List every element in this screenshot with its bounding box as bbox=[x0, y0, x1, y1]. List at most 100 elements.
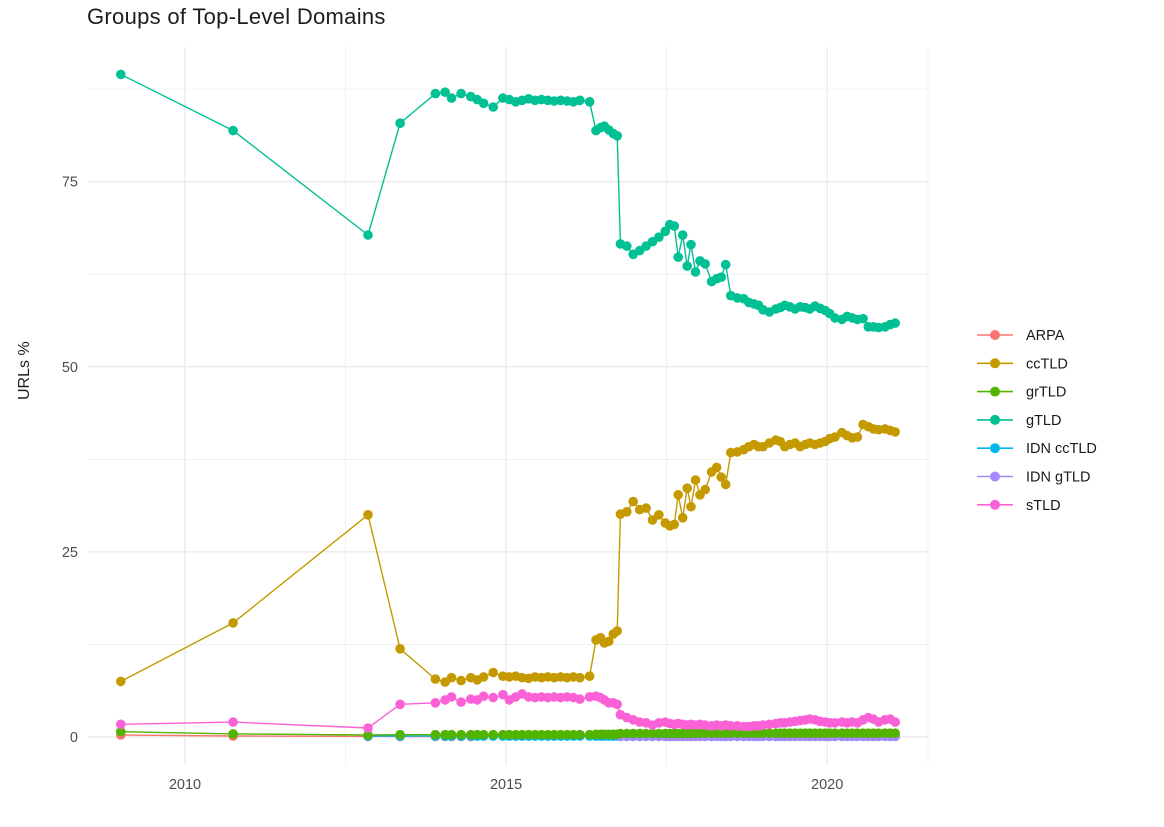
data-point bbox=[228, 717, 238, 727]
data-point bbox=[575, 95, 585, 106]
chart-title: Groups of Top-Level Domains bbox=[87, 4, 386, 29]
legend-key-point bbox=[990, 499, 1000, 510]
data-point bbox=[363, 730, 373, 740]
data-point bbox=[612, 699, 622, 710]
data-point bbox=[363, 230, 373, 240]
data-point bbox=[116, 726, 126, 737]
data-point bbox=[830, 718, 840, 728]
data-point bbox=[654, 232, 664, 242]
data-point bbox=[446, 672, 457, 683]
data-point bbox=[478, 672, 489, 682]
series-cctld bbox=[116, 419, 900, 687]
data-point bbox=[446, 93, 457, 103]
data-point bbox=[890, 427, 900, 437]
legend-key-point bbox=[990, 358, 1000, 369]
x-tick-label: 2020 bbox=[811, 777, 843, 793]
data-point bbox=[641, 503, 651, 513]
legend-label: IDN gTLD bbox=[1026, 470, 1090, 486]
data-point bbox=[628, 496, 638, 507]
y-axis-title: URLs % bbox=[16, 341, 33, 400]
data-point bbox=[456, 697, 466, 707]
data-point bbox=[669, 221, 680, 231]
x-axis-tick-labels: 2010 2015 2020 bbox=[169, 777, 843, 793]
data-point bbox=[584, 97, 595, 107]
data-point bbox=[116, 719, 126, 730]
series-stld bbox=[116, 689, 900, 733]
data-point bbox=[654, 510, 664, 520]
data-point bbox=[430, 729, 441, 740]
legend-key-point bbox=[990, 330, 1000, 340]
grid-minor bbox=[88, 47, 929, 765]
data-point bbox=[228, 729, 238, 739]
data-point bbox=[488, 102, 499, 112]
y-tick-label: 75 bbox=[62, 175, 78, 191]
x-tick-label: 2015 bbox=[490, 777, 522, 793]
x-tick-label: 2010 bbox=[169, 777, 201, 793]
data-point bbox=[228, 618, 238, 628]
data-point bbox=[686, 239, 696, 250]
legend-label: ARPA bbox=[1026, 328, 1065, 344]
data-point bbox=[575, 729, 585, 740]
series-line bbox=[120, 423, 896, 683]
data-point bbox=[690, 267, 701, 277]
data-point bbox=[647, 515, 658, 525]
data-point bbox=[478, 691, 489, 701]
data-point bbox=[612, 131, 622, 141]
data-point bbox=[228, 125, 238, 136]
data-point bbox=[478, 98, 489, 109]
legend-label: gTLD bbox=[1026, 413, 1061, 429]
data-point bbox=[440, 87, 450, 97]
data-point bbox=[116, 676, 126, 687]
data-point bbox=[677, 513, 688, 523]
data-point bbox=[686, 501, 696, 512]
data-point bbox=[720, 479, 731, 490]
data-point bbox=[716, 472, 726, 482]
data-point bbox=[456, 88, 466, 99]
data-point bbox=[488, 729, 499, 740]
data-point bbox=[478, 729, 489, 740]
data-point bbox=[858, 313, 868, 324]
data-point bbox=[830, 728, 840, 738]
series-grtld bbox=[116, 726, 900, 740]
data-point bbox=[456, 675, 466, 686]
data-point bbox=[430, 88, 441, 99]
legend-label: grTLD bbox=[1026, 385, 1066, 401]
legend-item-arpa: ARPA bbox=[977, 328, 1065, 344]
data-point bbox=[711, 462, 722, 473]
grid-major bbox=[88, 47, 928, 765]
data-point bbox=[430, 698, 441, 708]
data-point bbox=[446, 729, 457, 740]
legend-label: ccTLD bbox=[1026, 356, 1068, 372]
data-point bbox=[604, 636, 614, 647]
data-point bbox=[890, 717, 900, 727]
legend: ARPA ccTLD grTLD gTLD IDN ccTLD IDN gTLD sTLD bbox=[977, 328, 1097, 514]
data-point bbox=[116, 69, 126, 80]
data-point bbox=[430, 674, 441, 684]
data-point bbox=[852, 432, 863, 442]
data-point bbox=[716, 272, 726, 283]
y-tick-label: 0 bbox=[70, 730, 78, 746]
legend-key-point bbox=[990, 471, 1000, 482]
data-point bbox=[575, 672, 585, 683]
data-point bbox=[720, 259, 731, 270]
legend-item-gtld: gTLD bbox=[977, 413, 1061, 429]
data-point bbox=[700, 259, 710, 269]
data-point bbox=[669, 519, 680, 530]
legend-key-point bbox=[990, 414, 1000, 425]
data-point bbox=[395, 699, 405, 710]
series-line bbox=[120, 73, 896, 329]
data-point bbox=[682, 483, 692, 494]
legend-item-grtld: grTLD bbox=[977, 385, 1066, 401]
data-point bbox=[488, 667, 499, 678]
y-tick-label: 50 bbox=[62, 360, 78, 376]
legend-item-stld: sTLD bbox=[977, 498, 1061, 514]
data-point bbox=[682, 261, 692, 271]
data-point bbox=[395, 118, 405, 128]
data-point bbox=[830, 432, 840, 442]
data-point bbox=[612, 626, 622, 636]
data-point bbox=[690, 475, 701, 485]
data-point bbox=[446, 692, 457, 702]
legend-key-point bbox=[990, 386, 1000, 397]
